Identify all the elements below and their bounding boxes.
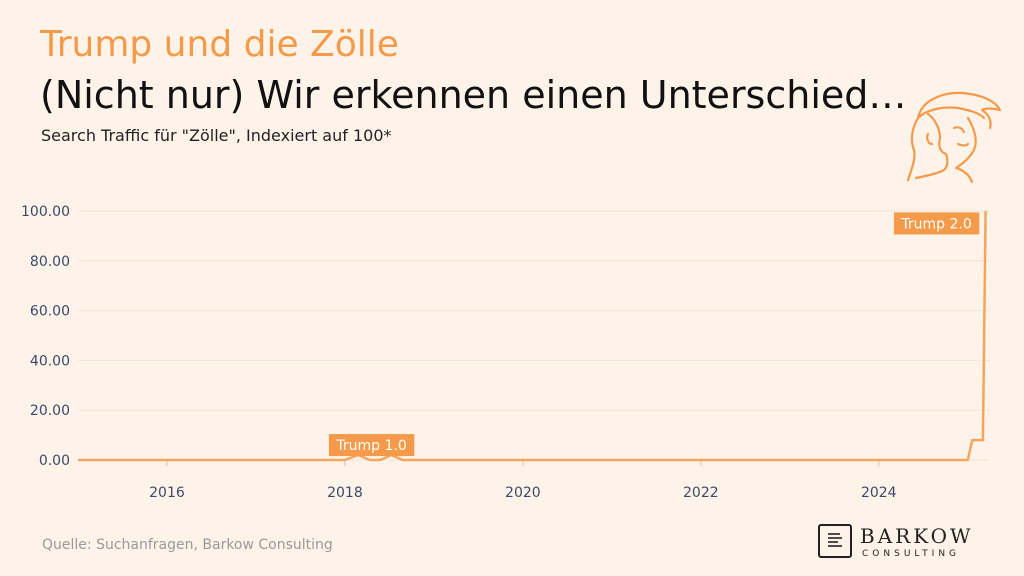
y-tick-label: 100.00 [21,204,70,220]
chart-headline: (Nicht nur) Wir erkennen einen Unterschi… [40,73,907,117]
x-tick-label: 2018 [327,485,363,501]
trump-portrait-icon [906,92,1002,184]
x-tick-label: 2020 [505,485,541,501]
x-tick-label: 2024 [861,485,897,501]
chart-subtitle: Search Traffic für "Zölle", Indexiert au… [41,126,392,145]
y-tick-label: 60.00 [30,304,70,320]
chart-kicker-title: Trump und die Zölle [40,24,399,65]
series-line [78,210,987,462]
y-tick-label: 80.00 [30,254,70,270]
annotation-box [328,434,415,457]
annotation-label: Trump 1.0 [335,438,406,454]
logo-name: BARKOW [860,524,974,548]
barkow-logo: BARKOW CONSULTING [818,522,998,564]
annotation-label: Trump 2.0 [900,216,971,232]
x-tick-label: 2022 [683,485,719,501]
y-tick-label: 40.00 [30,353,70,369]
source-note: Quelle: Suchanfragen, Barkow Consulting [42,537,333,553]
logo-mark-icon [818,524,852,558]
y-tick-label: 0.00 [39,453,70,469]
logo-subtitle: CONSULTING [862,549,961,559]
y-tick-label: 20.00 [30,403,70,419]
x-tick-label: 2016 [149,485,185,501]
annotation-box [893,212,980,235]
